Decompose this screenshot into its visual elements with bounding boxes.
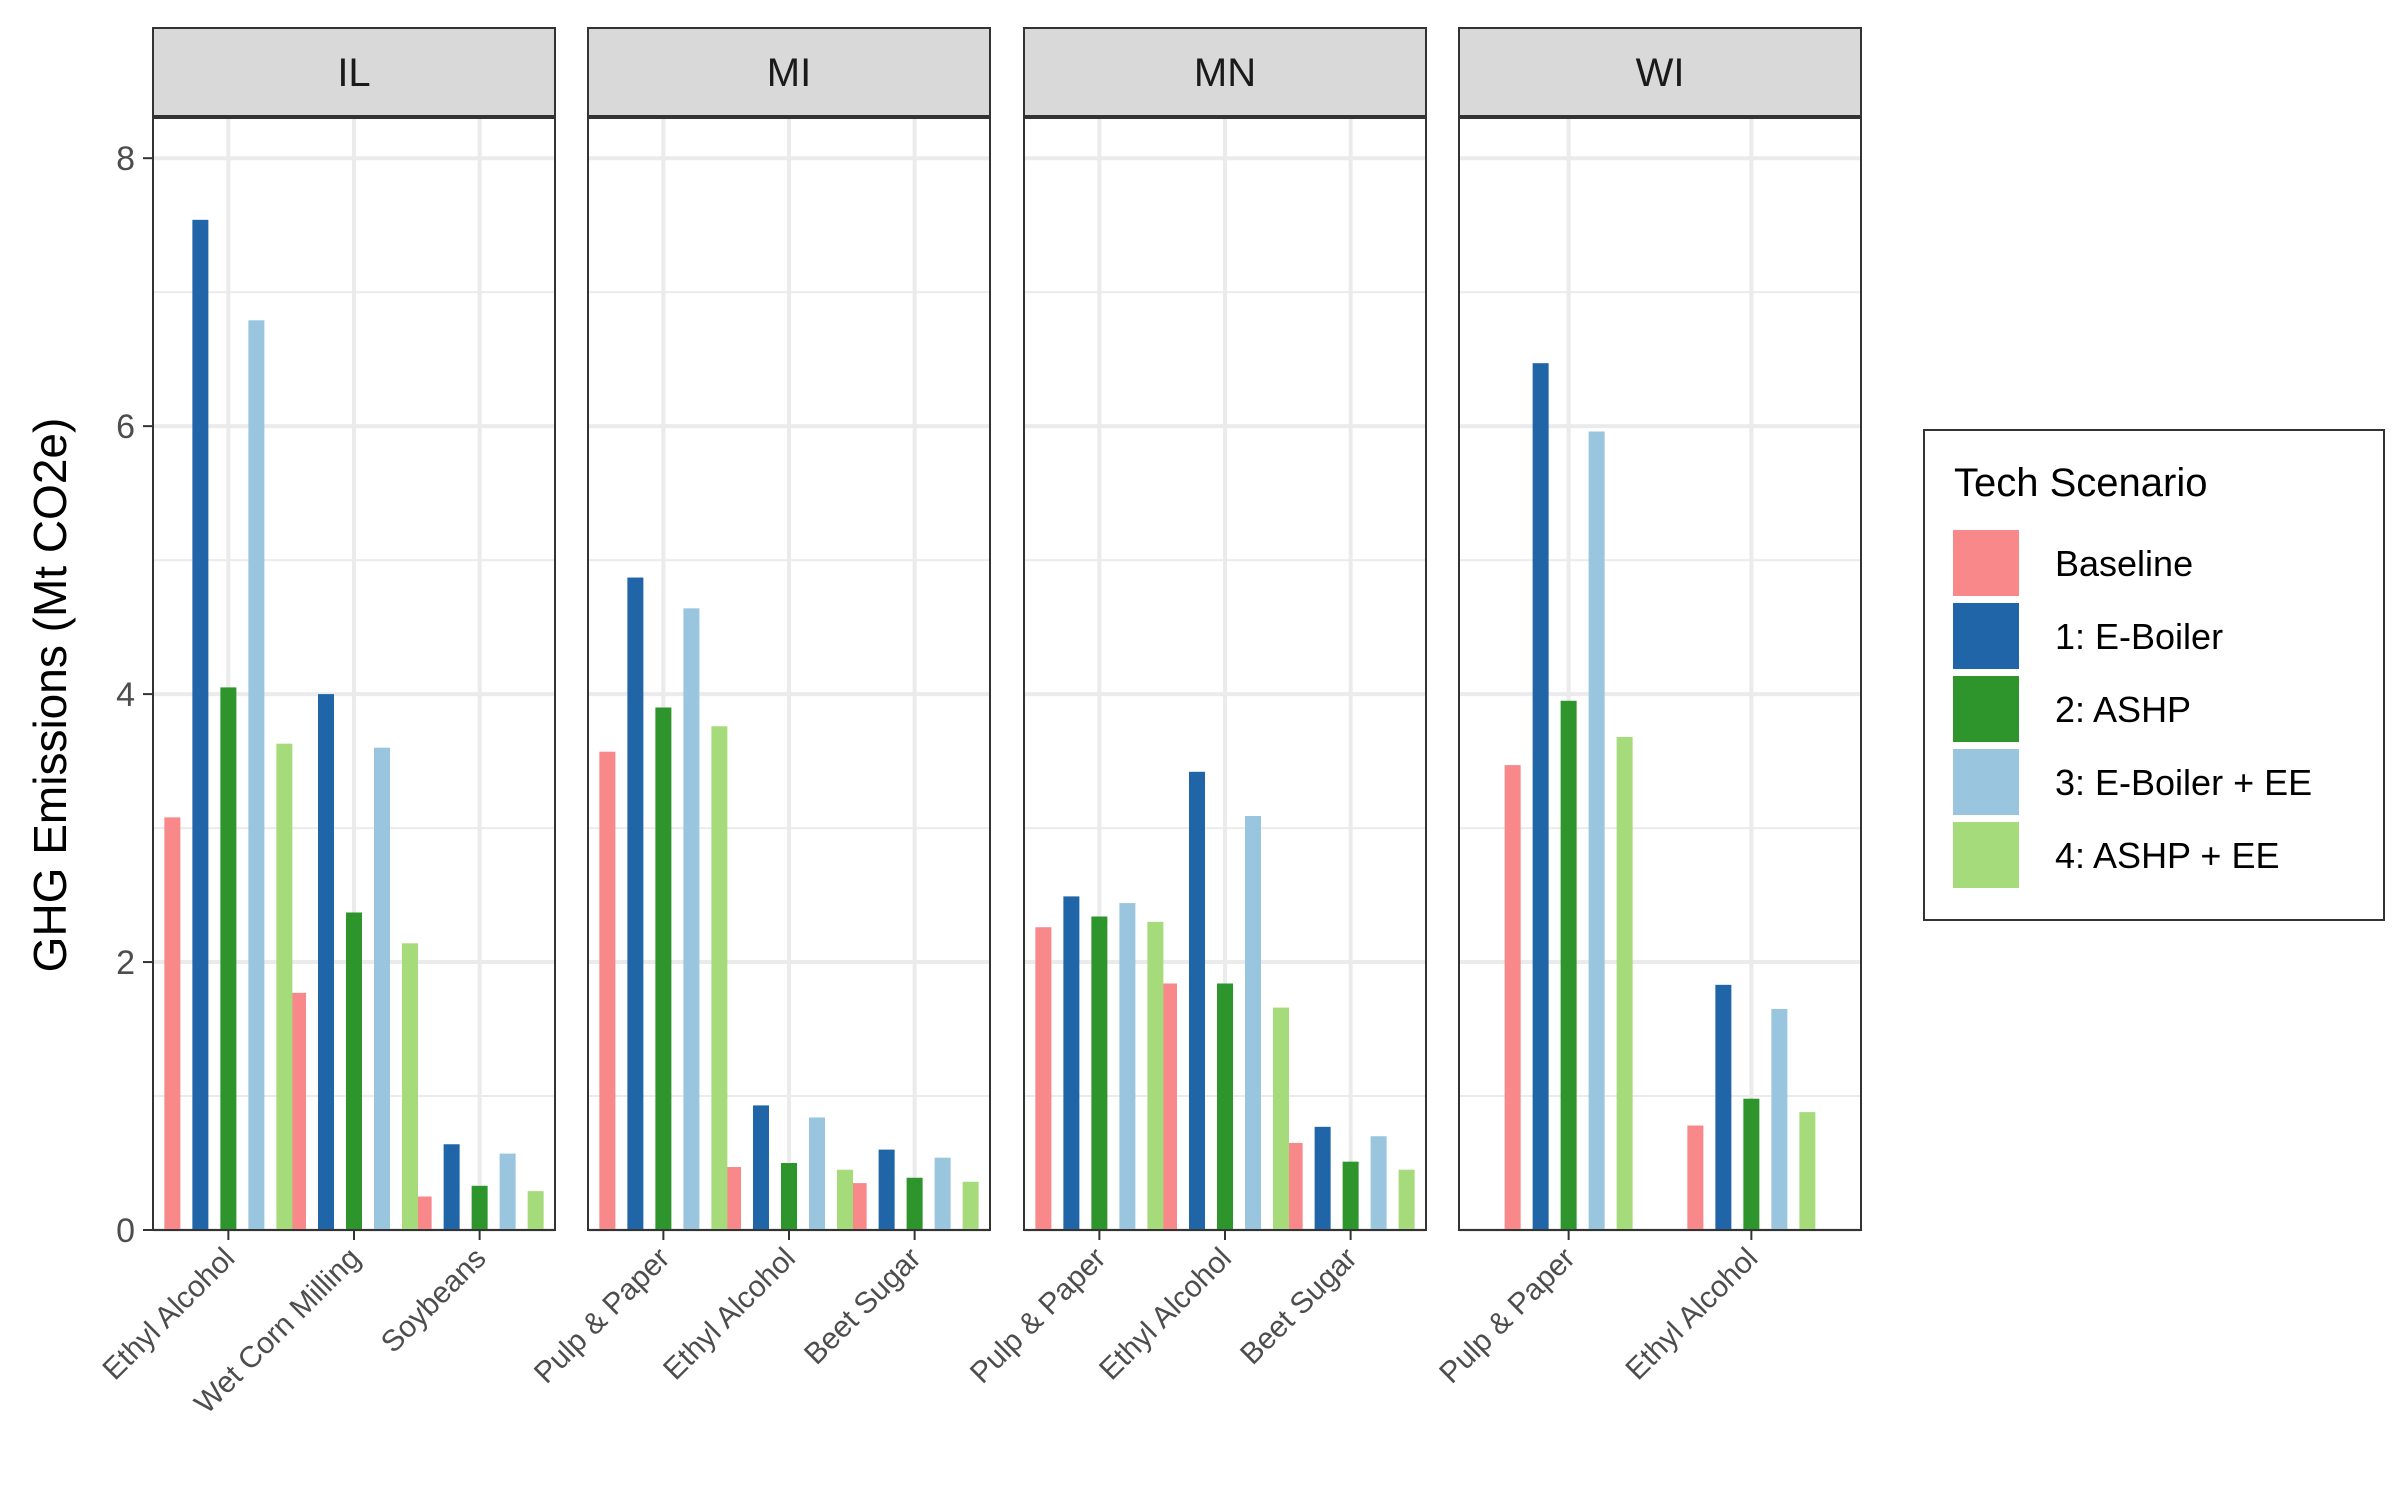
bar-mi-0-3 — [683, 608, 700, 1230]
bar-il-2-4 — [527, 1191, 544, 1230]
bar-mi-2-0 — [850, 1183, 867, 1230]
bar-mn-0-0 — [1035, 927, 1052, 1230]
y-axis: 0 2 4 6 8 — [116, 140, 153, 1250]
bar-mi-0-0 — [599, 751, 616, 1230]
bar-wi-0-2 — [1560, 700, 1577, 1230]
x-tick-label: Beet Sugar — [1234, 1242, 1363, 1371]
bar-wi-1-4 — [1799, 1112, 1816, 1230]
bar-mn-0-3 — [1119, 903, 1136, 1230]
y-tick-label: 0 — [116, 1212, 135, 1250]
bar-mi-2-3 — [934, 1157, 951, 1230]
bar-il-2-1 — [443, 1144, 460, 1230]
legend-key — [1953, 676, 2019, 742]
bar-mn-1-3 — [1245, 816, 1261, 1230]
y-axis-title: GHG Emissions (Mt CO2e) — [24, 418, 76, 973]
bar-wi-0-3 — [1588, 431, 1605, 1230]
x-tick-label: Pulp & Paper — [528, 1242, 676, 1390]
bar-il-2-3 — [499, 1153, 516, 1230]
bar-mn-2-3 — [1370, 1136, 1387, 1230]
facet-strip-label: MN — [1194, 51, 1256, 95]
legend-label: 2: ASHP — [2055, 689, 2191, 730]
bar-il-1-1 — [318, 694, 334, 1230]
x-tick-label: Soybeans — [375, 1242, 493, 1360]
bar-mi-0-4 — [711, 726, 728, 1230]
bar-wi-0-4 — [1616, 736, 1633, 1230]
panel-background — [1459, 118, 1861, 1230]
bar-wi-0-0 — [1504, 765, 1521, 1230]
legend-key — [1953, 603, 2019, 669]
x-tick-label: Pulp & Paper — [1433, 1242, 1581, 1390]
bar-mn-1-2 — [1217, 983, 1233, 1230]
bar-wi-0-1 — [1532, 363, 1549, 1230]
facet-strip-label: WI — [1636, 51, 1685, 95]
x-tick-label: Beet Sugar — [798, 1242, 927, 1371]
bar-wi-1-2 — [1743, 1098, 1760, 1230]
panel-border — [1458, 117, 1862, 1231]
bar-mi-1-3 — [809, 1117, 825, 1230]
bar-mn-1-1 — [1189, 771, 1205, 1230]
bar-il-0-3 — [248, 320, 265, 1231]
bar-mi-2-2 — [906, 1177, 923, 1230]
x-tick-label: Ethyl Alcohol — [1620, 1242, 1765, 1387]
facet-strip — [152, 27, 556, 117]
bar-mn-0-2 — [1091, 916, 1108, 1230]
facet-strip — [1458, 27, 1862, 117]
x-tick-label: Pulp & Paper — [964, 1242, 1112, 1390]
bar-wi-1-1 — [1715, 984, 1732, 1230]
bar-mi-1-2 — [781, 1163, 797, 1230]
bar-il-0-2 — [220, 687, 237, 1230]
legend-label: 4: ASHP + EE — [2055, 835, 2279, 876]
x-tick-label: Ethyl Alcohol — [1093, 1242, 1238, 1387]
y-tick-label: 8 — [116, 140, 135, 178]
bar-mi-2-4 — [962, 1181, 979, 1230]
bar-mn-1-4 — [1273, 1007, 1289, 1230]
bar-mi-0-2 — [655, 707, 672, 1230]
bar-il-2-2 — [471, 1185, 488, 1230]
y-tick-label: 2 — [116, 944, 135, 982]
bar-il-0-4 — [276, 743, 293, 1230]
bar-il-1-2 — [346, 912, 362, 1230]
bar-il-2-0 — [415, 1196, 432, 1230]
facet-wi: WI Pulp & Paper Ethyl Alcohol — [1433, 27, 1862, 1390]
bar-mn-2-4 — [1398, 1169, 1415, 1230]
bar-mn-0-4 — [1147, 921, 1164, 1230]
y-tick-label: 6 — [116, 408, 135, 446]
facet-strip — [587, 27, 991, 117]
legend-label: Baseline — [2055, 543, 2193, 584]
bar-il-1-0 — [290, 992, 306, 1230]
facet-strip-label: IL — [337, 51, 370, 95]
bar-mi-2-1 — [878, 1149, 895, 1230]
legend-label: 3: E-Boiler + EE — [2055, 762, 2312, 803]
x-tick-label: Ethyl Alcohol — [657, 1242, 802, 1387]
legend: Tech Scenario Baseline 1: E-Boiler 2: ASHP… — [1923, 429, 2385, 921]
bar-mn-2-0 — [1286, 1142, 1303, 1230]
facet-strip — [1023, 27, 1427, 117]
bar-il-0-1 — [192, 219, 209, 1231]
legend-label: 1: E-Boiler — [2055, 616, 2223, 657]
bar-wi-1-3 — [1771, 1008, 1788, 1230]
bar-il-0-0 — [164, 817, 181, 1230]
facet-strip-label: MI — [767, 51, 811, 95]
bar-mn-1-0 — [1161, 983, 1177, 1230]
bar-wi-1-0 — [1687, 1125, 1704, 1230]
bar-mi-1-1 — [753, 1105, 769, 1230]
legend-title: Tech Scenario — [1954, 461, 2207, 505]
bar-mn-2-1 — [1314, 1126, 1331, 1230]
y-tick-label: 4 — [116, 676, 135, 714]
bar-il-1-4 — [402, 943, 418, 1230]
bar-mi-0-1 — [627, 577, 644, 1230]
bar-mn-2-2 — [1342, 1161, 1359, 1230]
bar-mn-0-1 — [1063, 896, 1080, 1230]
legend-key — [1953, 822, 2019, 888]
bar-mi-1-4 — [837, 1169, 853, 1230]
legend-key — [1953, 530, 2019, 596]
bar-il-1-3 — [374, 747, 390, 1230]
bar-mi-1-0 — [725, 1167, 741, 1230]
legend-key — [1953, 749, 2019, 815]
